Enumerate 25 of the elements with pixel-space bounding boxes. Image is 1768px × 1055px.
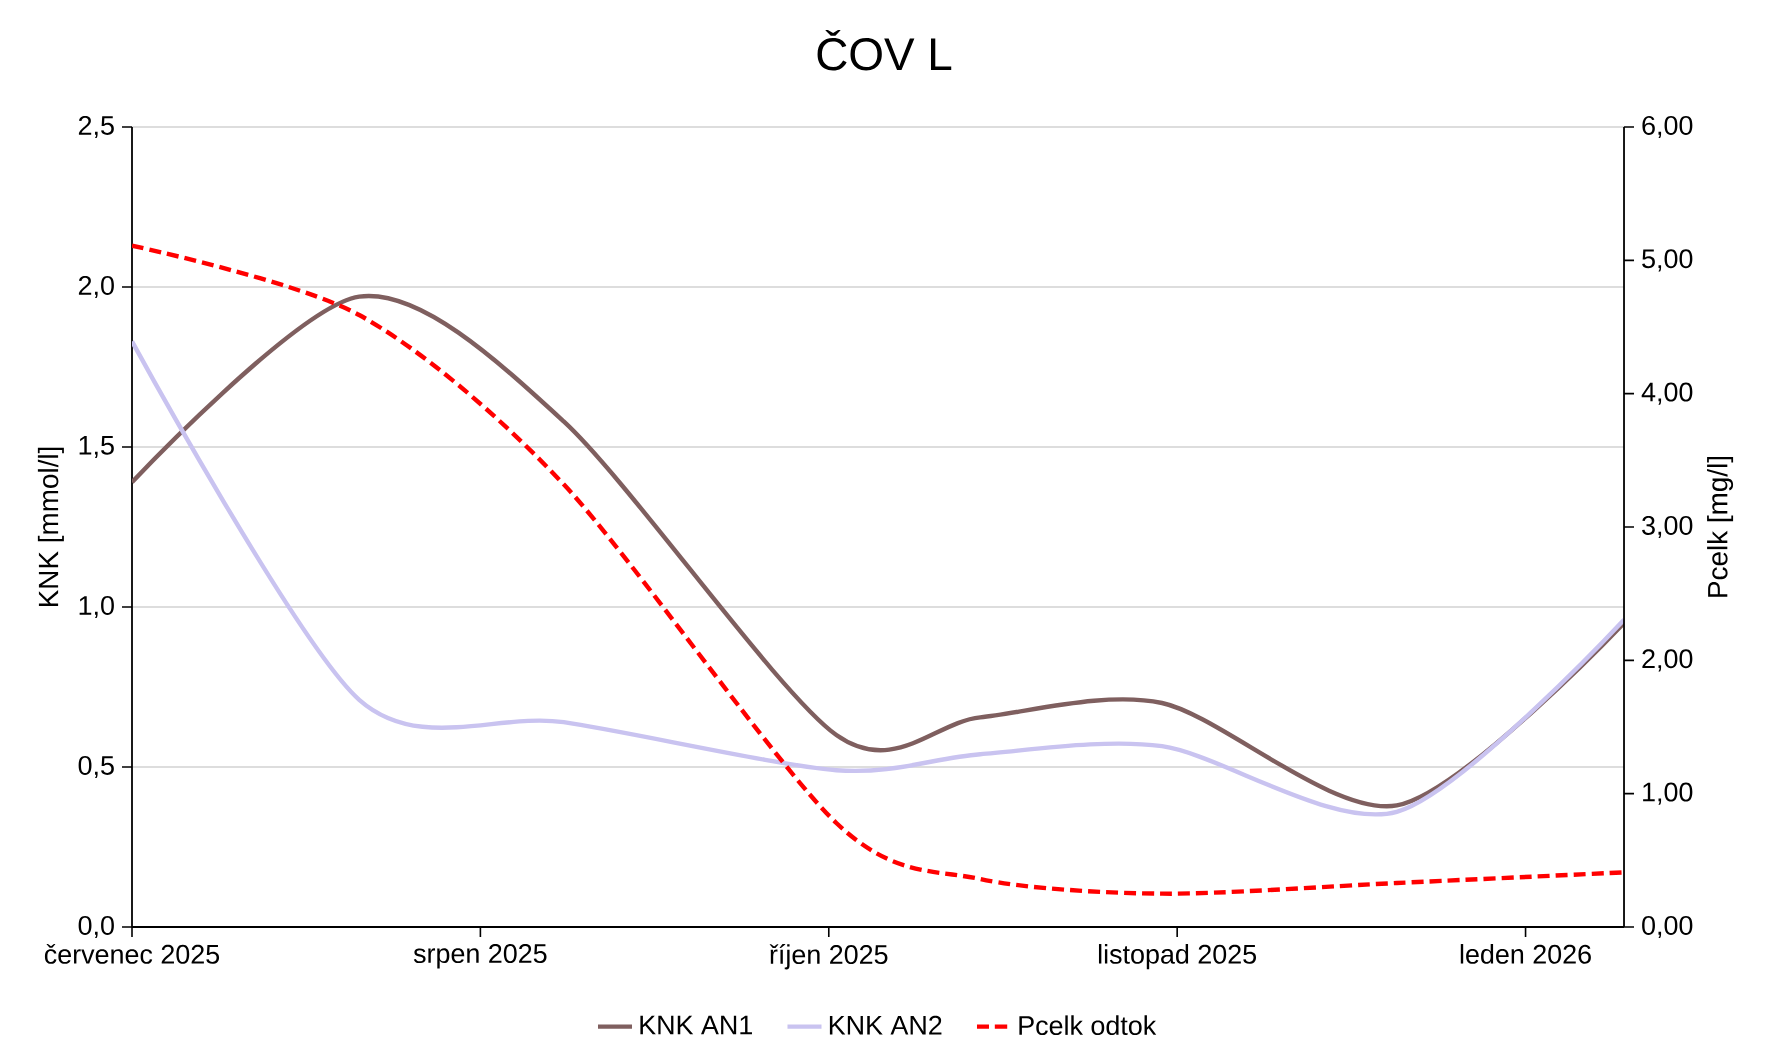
legend-label: KNK AN2 (829, 1015, 942, 1035)
y2-tick-label: 4,00 (1641, 382, 1693, 405)
y2-tick-label: 0,00 (1642, 915, 1693, 939)
y-tick-label: 0,0 (78, 915, 114, 939)
y2-axis-title: Pcelk [mg/l] (1707, 456, 1734, 597)
y-tick-label: 2,5 (78, 115, 114, 139)
y2-tick-label: 5,00 (1642, 249, 1693, 272)
y2-tick-label: 2,00 (1642, 649, 1693, 672)
y-tick-label: 2,0 (78, 275, 114, 299)
y2-tick-label: 1,00 (1643, 782, 1693, 805)
y-axis-title: KNK [mmol/l] (37, 447, 64, 607)
legend-label: Pcelk odtok (1019, 1015, 1157, 1036)
y-tick-label: 1,5 (79, 436, 114, 458)
legend-label: KNK AN1 (640, 1015, 752, 1035)
x-tick-label: leden 2026 (1460, 944, 1591, 964)
y2-tick-label: 3,00 (1642, 515, 1693, 539)
line-series (132, 243, 1625, 896)
x-tick-label: říjen 2025 (769, 944, 888, 970)
chart-title: ČOV L (817, 30, 952, 71)
y2-tick-label: 6,00 (1642, 115, 1693, 139)
x-tick-label: srpen 2025 (413, 944, 547, 969)
x-tick-label: červenec 2025 (44, 944, 220, 964)
y-tick-label: 1,0 (79, 595, 114, 619)
x-tick-label: listopad 2025 (1098, 944, 1257, 970)
y-tick-label: 0,5 (78, 755, 114, 779)
